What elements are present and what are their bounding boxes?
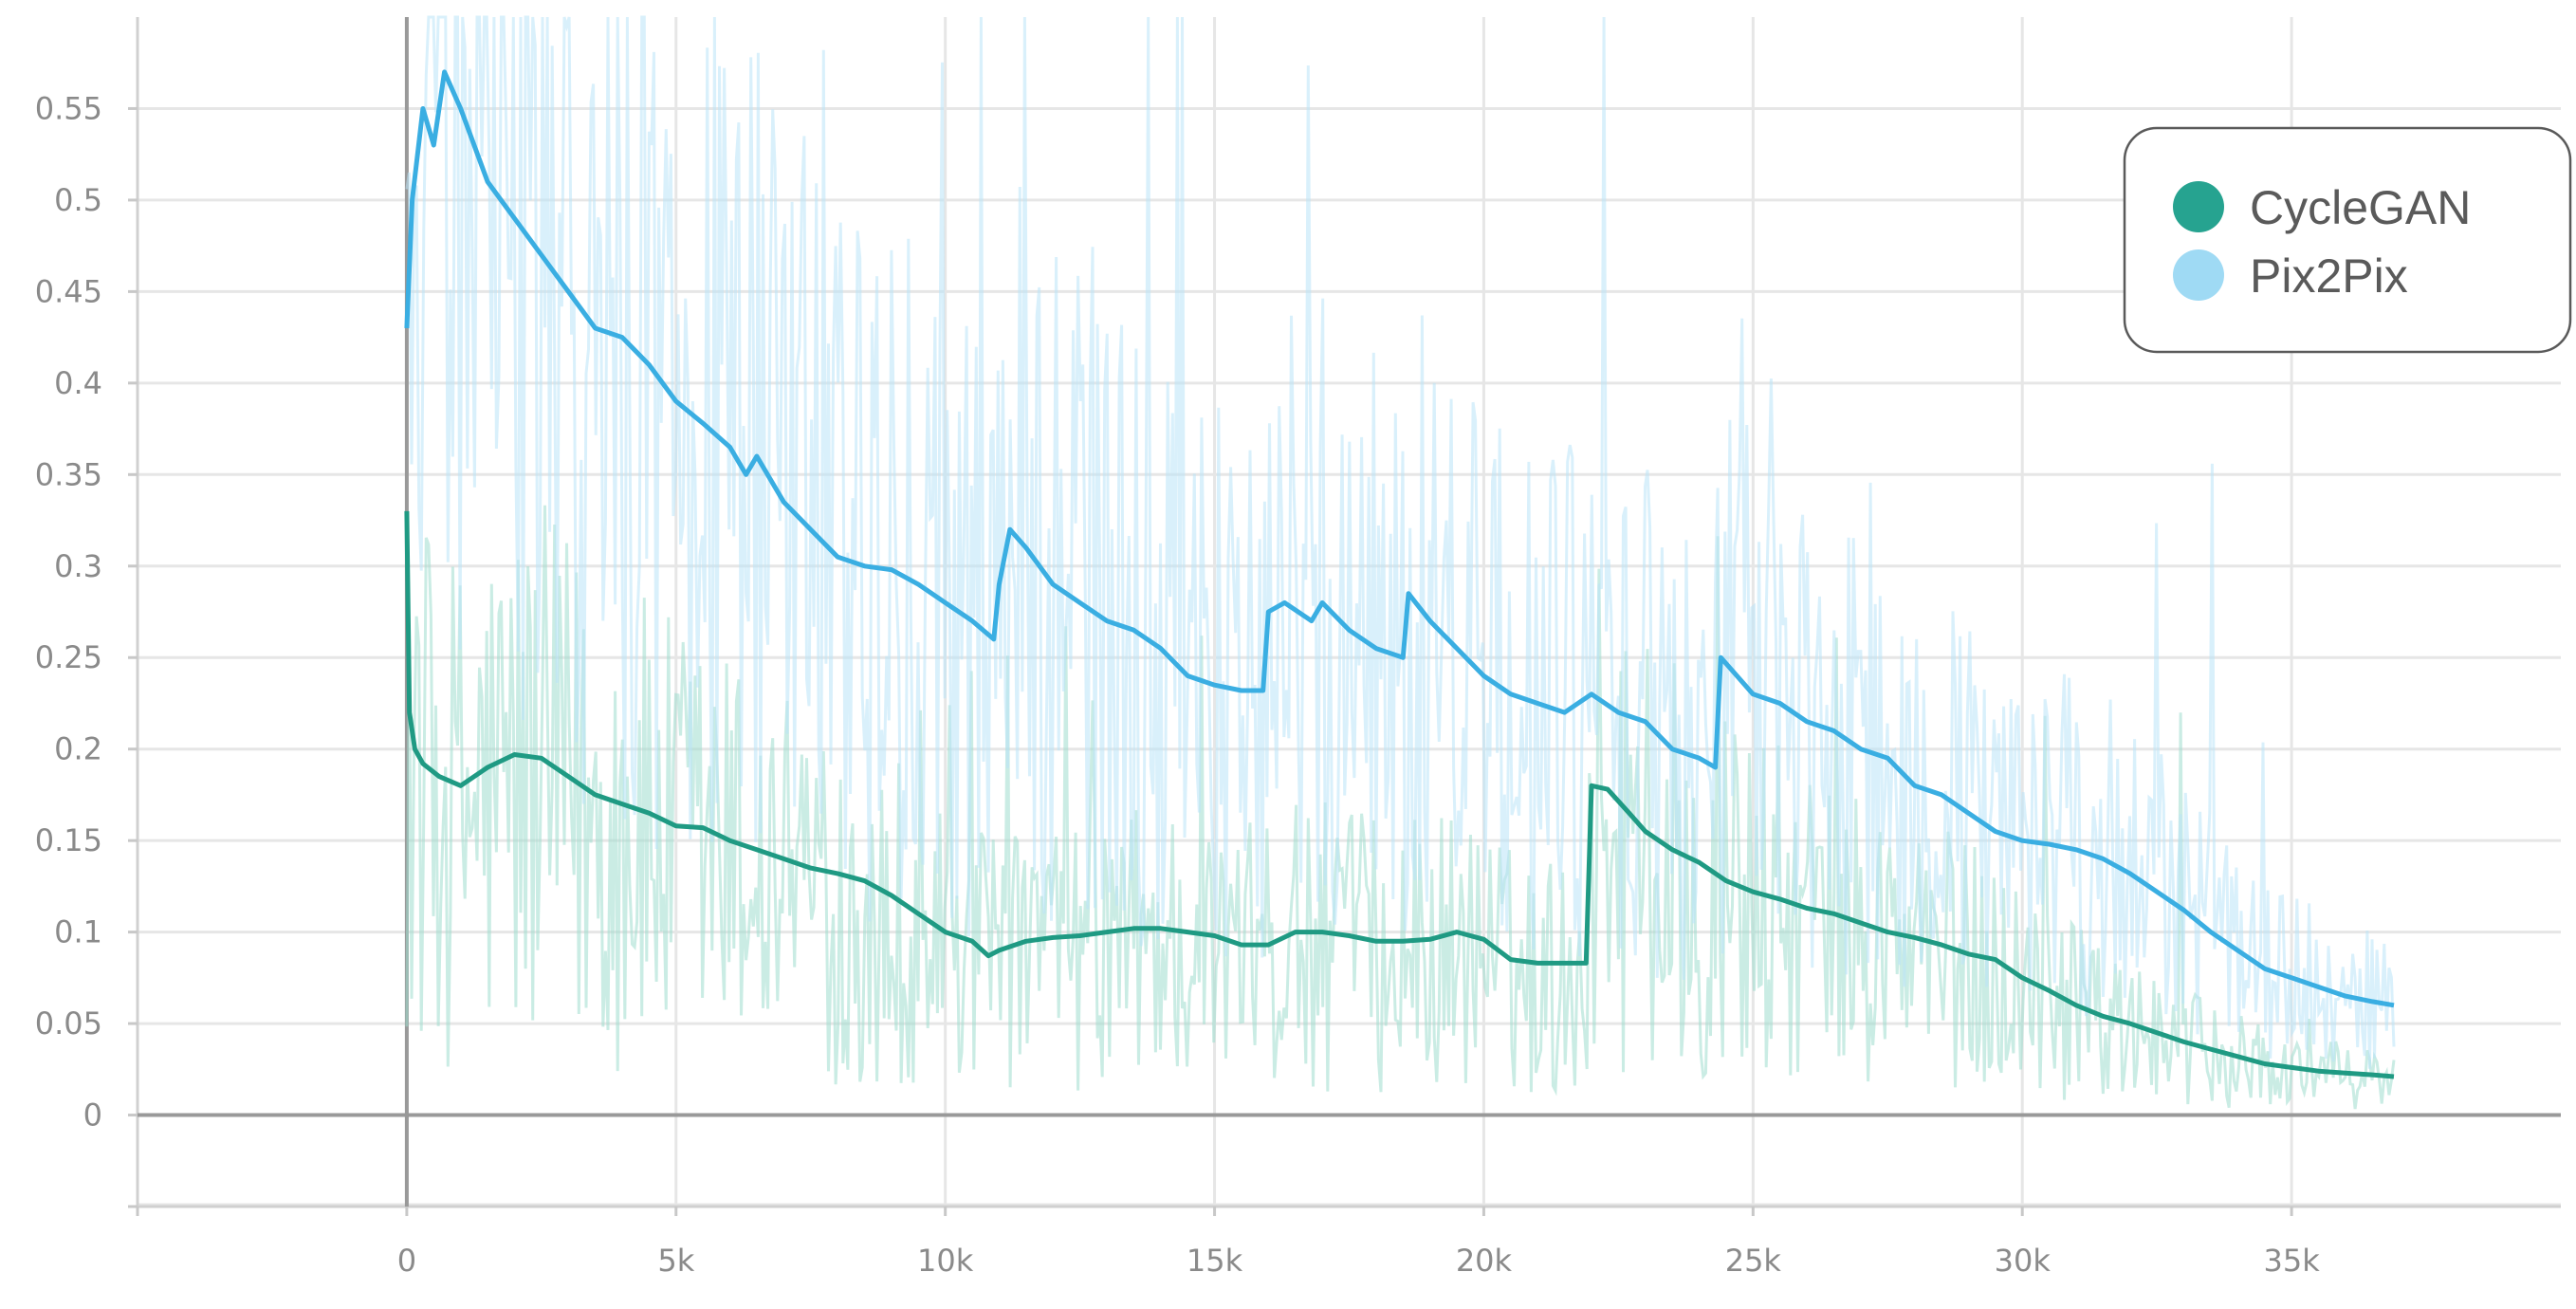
series-line-pix2pix [404,69,2395,1008]
raw-line-pix2pix [405,15,2396,1069]
legend: CycleGAN Pix2Pix [2123,126,2572,354]
y-tick-label: 0.05 [35,1005,102,1042]
x-tick-label: 5k [657,1243,694,1279]
y-tick-label: 0.3 [54,548,102,584]
y-tick-label: 0.15 [35,822,102,858]
tick-labels: 0 0.05 0.1 0.15 0.2 0.25 0.3 0.35 0.4 0.45 0.5 0.55… [35,90,2320,1279]
x-tick-label: 25k [1725,1243,1782,1279]
legend-label-cyclegan: CycleGAN [2250,181,2471,234]
y-tick-label: 0.55 [35,90,102,126]
legend-box [2123,126,2572,354]
y-tick-label: 0.25 [35,639,102,675]
x-tick-label: 10k [917,1243,974,1279]
x-tick-label: 35k [2263,1243,2320,1279]
x-tick-label: 15k [1187,1243,1243,1279]
x-tick-label: 0 [397,1243,416,1279]
y-tick-label: 0 [83,1097,102,1134]
smoothed-series-layer [404,69,2395,1079]
x-tick-label: 30k [1995,1243,2052,1279]
legend-label-pix2pix: Pix2Pix [2250,249,2408,303]
y-tick-label: 0.2 [54,731,102,767]
raw-line-cyclegan [405,505,2396,1110]
y-tick-label: 0.35 [35,456,102,492]
raw-series-layer [405,15,2396,1110]
y-tick-label: 0.5 [54,182,102,218]
legend-swatch-cyclegan [2173,181,2224,232]
y-tick-label: 0.1 [54,914,102,950]
y-tick-label: 0.4 [54,365,102,401]
legend-swatch-pix2pix [2173,249,2224,301]
x-tick-label: 20k [1456,1243,1513,1279]
y-tick-label: 0.45 [35,273,102,309]
